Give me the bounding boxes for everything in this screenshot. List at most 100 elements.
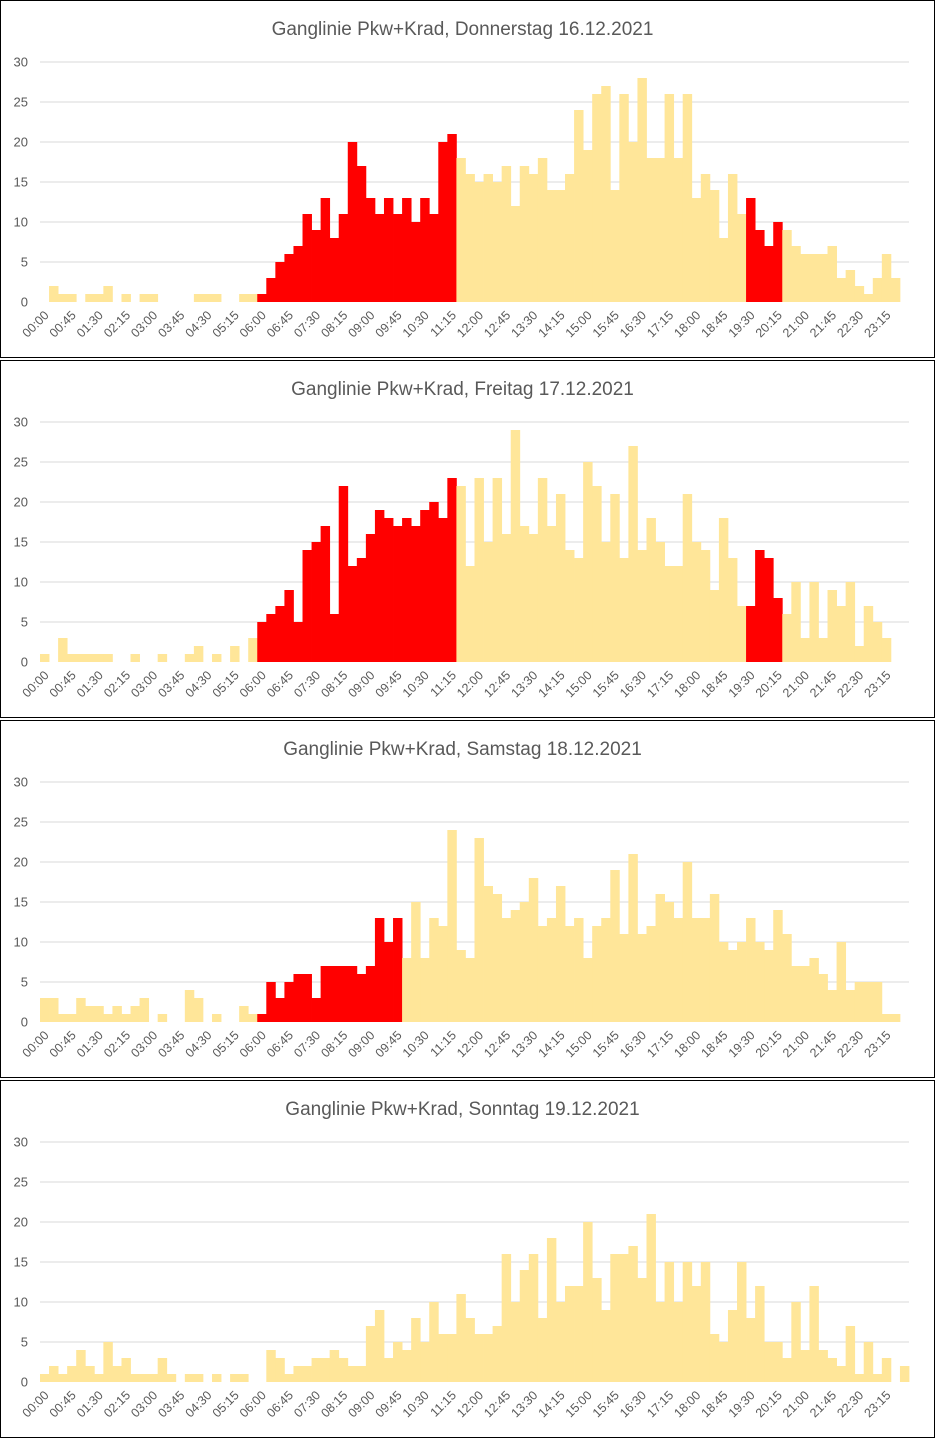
bar bbox=[682, 94, 693, 302]
x-tick-label: 06:00 bbox=[237, 1028, 269, 1060]
bar bbox=[800, 966, 810, 1022]
bar bbox=[718, 518, 729, 662]
bar bbox=[103, 1342, 113, 1382]
bar bbox=[664, 566, 675, 662]
x-tick-label: 11:15 bbox=[428, 1388, 459, 1419]
bar bbox=[818, 1350, 828, 1382]
bar bbox=[103, 286, 113, 302]
bar bbox=[456, 486, 466, 662]
x-tick-label: 21:00 bbox=[780, 1028, 812, 1060]
y-tick-label: 20 bbox=[14, 1215, 28, 1230]
x-tick-label: 19:30 bbox=[726, 668, 758, 700]
chart-title: Ganglinie Pkw+Krad, Freitag 17.12.2021 bbox=[291, 379, 634, 400]
bar bbox=[148, 1374, 159, 1382]
x-tick-label: 12:00 bbox=[454, 1388, 486, 1420]
bar bbox=[311, 230, 322, 302]
bar bbox=[465, 566, 475, 662]
bar bbox=[583, 150, 593, 302]
y-tick-label: 15 bbox=[14, 895, 28, 910]
bar bbox=[682, 494, 693, 662]
bar bbox=[76, 654, 86, 662]
bar bbox=[610, 494, 620, 662]
x-tick-label: 16:30 bbox=[617, 1388, 649, 1420]
bar bbox=[67, 654, 77, 662]
bar bbox=[311, 542, 322, 662]
bar bbox=[329, 1350, 340, 1382]
bar bbox=[673, 1302, 684, 1382]
x-tick-label: 18:45 bbox=[699, 668, 731, 700]
bar bbox=[94, 1006, 104, 1022]
y-tick-label: 5 bbox=[21, 615, 28, 630]
bar bbox=[465, 174, 475, 302]
bar bbox=[257, 622, 267, 662]
bar-chart: Ganglinie Pkw+Krad, Samstag 18.12.202105… bbox=[14, 739, 909, 1060]
bar bbox=[429, 214, 439, 302]
x-tick-label: 12:45 bbox=[481, 1388, 513, 1420]
bar bbox=[637, 78, 647, 302]
bar bbox=[393, 526, 403, 662]
x-tick-label: 04:30 bbox=[183, 1028, 215, 1060]
bar bbox=[40, 998, 50, 1022]
bar bbox=[737, 214, 747, 302]
bar bbox=[782, 230, 792, 302]
bar bbox=[872, 278, 883, 302]
bar bbox=[320, 198, 331, 302]
x-tick-label: 01:30 bbox=[74, 668, 106, 700]
bar bbox=[546, 1238, 557, 1382]
x-tick-label: 06:45 bbox=[264, 668, 296, 700]
x-tick-label: 22:30 bbox=[834, 308, 866, 340]
bar bbox=[791, 246, 801, 302]
bar bbox=[890, 1014, 901, 1022]
x-tick-label: 09:00 bbox=[346, 1388, 378, 1420]
y-tick-label: 30 bbox=[14, 55, 28, 70]
bar bbox=[130, 654, 140, 662]
bar bbox=[58, 294, 68, 302]
x-tick-label: 20:15 bbox=[753, 308, 785, 340]
bar bbox=[302, 1366, 312, 1382]
bar bbox=[746, 918, 756, 1022]
bar bbox=[673, 918, 684, 1022]
bar bbox=[510, 430, 521, 662]
bar bbox=[565, 1286, 575, 1382]
bar bbox=[211, 1014, 222, 1022]
x-tick-label: 14:15 bbox=[536, 668, 568, 700]
bar bbox=[420, 510, 430, 662]
bar bbox=[284, 590, 294, 662]
bar bbox=[40, 1374, 50, 1382]
bar bbox=[628, 854, 638, 1022]
bar bbox=[402, 198, 412, 302]
bar bbox=[139, 998, 150, 1022]
bar bbox=[67, 294, 77, 302]
bar bbox=[510, 910, 521, 1022]
x-tick-label: 05:15 bbox=[210, 668, 242, 700]
bar bbox=[574, 110, 584, 302]
bar bbox=[320, 966, 331, 1022]
y-tick-label: 0 bbox=[21, 1375, 28, 1390]
bar bbox=[818, 254, 828, 302]
x-tick-label: 14:15 bbox=[536, 1388, 568, 1420]
y-tick-label: 30 bbox=[14, 775, 28, 790]
bar bbox=[755, 230, 765, 302]
x-tick-label: 09:00 bbox=[346, 668, 378, 700]
x-tick-label: 15:45 bbox=[590, 1388, 622, 1420]
bar bbox=[411, 1318, 421, 1382]
bar bbox=[854, 286, 865, 302]
x-tick-label: 15:00 bbox=[563, 1028, 595, 1060]
bar bbox=[700, 174, 711, 302]
bar bbox=[592, 926, 602, 1022]
x-tick-label: 06:00 bbox=[237, 308, 269, 340]
bar bbox=[899, 1366, 910, 1382]
bar bbox=[501, 1254, 512, 1382]
x-tick-label: 00:00 bbox=[20, 1028, 52, 1060]
bar bbox=[881, 254, 892, 302]
y-tick-label: 20 bbox=[14, 855, 28, 870]
bar bbox=[49, 1366, 59, 1382]
x-tick-label: 19:30 bbox=[726, 1388, 758, 1420]
bar bbox=[284, 254, 294, 302]
bar bbox=[329, 238, 340, 302]
bar bbox=[465, 958, 475, 1022]
bar bbox=[148, 294, 159, 302]
bar bbox=[827, 246, 837, 302]
bar bbox=[854, 982, 865, 1022]
x-tick-label: 00:00 bbox=[20, 1388, 52, 1420]
